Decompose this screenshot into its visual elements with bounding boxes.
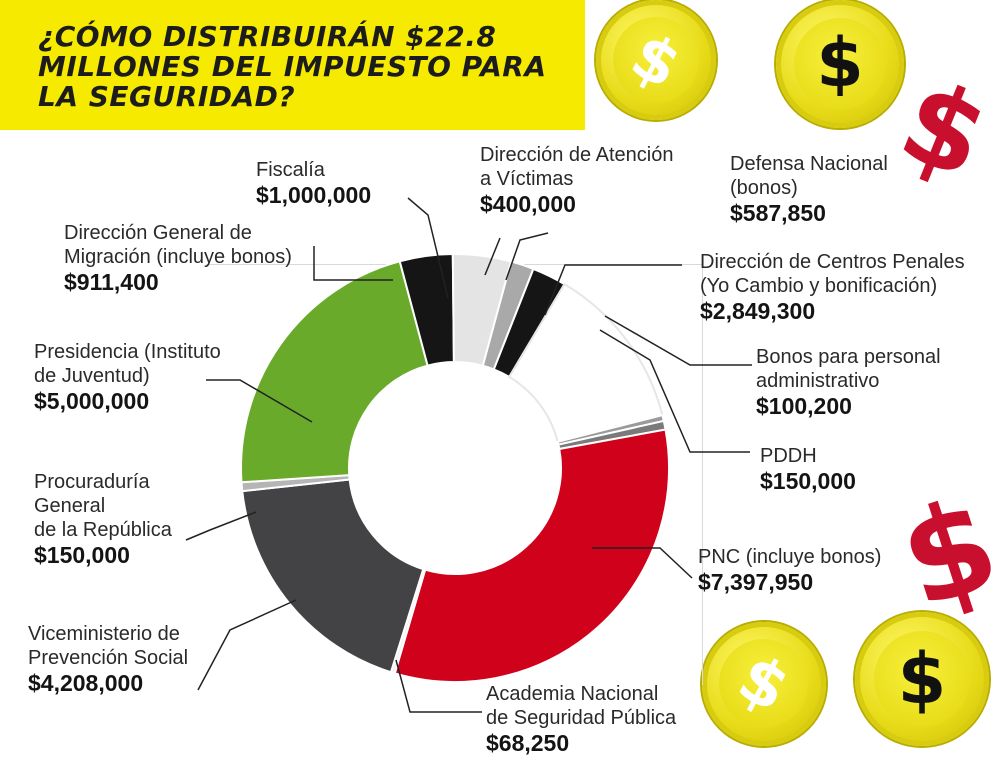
- slice-name: Dirección de Atención a Víctimas: [480, 144, 674, 190]
- slice-name: Procuraduría General de la República: [34, 471, 172, 541]
- leader-line-migracion: [313, 246, 393, 281]
- slice-value: $7,397,950: [698, 569, 814, 595]
- label-pnc: PNC (incluye bonos) $7,397,950: [698, 545, 881, 596]
- label-fiscalia: Fiscalía $1,000,000: [256, 158, 371, 209]
- donut-slice-5: [393, 428, 670, 683]
- slice-value: $400,000: [480, 191, 576, 217]
- slice-value: $100,200: [756, 393, 852, 419]
- slice-name: Academia Nacional de Seguridad Pública: [486, 683, 677, 729]
- slice-value: $911,400: [64, 269, 159, 295]
- slice-name: Fiscalía: [256, 159, 325, 181]
- slice-value: $150,000: [34, 542, 130, 568]
- leader-line-victimas: [484, 237, 501, 276]
- slice-name: PDDH: [760, 445, 817, 467]
- leader-line-viceministerio: [197, 599, 297, 691]
- slice-name: PNC (incluye bonos): [698, 546, 882, 568]
- label-academia: Academia Nacional de Seguridad Pública $…: [486, 682, 676, 757]
- donut-slice-9: [240, 260, 429, 484]
- slice-name: Defensa Nacional (bonos): [730, 153, 888, 199]
- label-pddh: PDDH $150,000: [760, 444, 856, 495]
- gold-coin-black-dollar-icon: $: [776, 0, 904, 128]
- slice-name: Viceministerio de Prevención Social: [28, 623, 189, 669]
- label-bonos: Bonos para personal administrativo $100,…: [756, 345, 941, 420]
- dollar-sign-icon: $: [873, 630, 971, 728]
- label-viceministerio: Viceministerio de Prevención Social $4,2…: [28, 622, 188, 697]
- chart-title: ¿Cómo distribuirán $22.8 millones del im…: [38, 20, 547, 113]
- gold-coin-white-dollar-icon: $: [596, 0, 716, 120]
- dollar-sign-icon: $: [793, 17, 887, 111]
- label-migracion: Dirección General de Migración (incluye …: [64, 221, 292, 296]
- slice-value: $5,000,000: [34, 388, 150, 414]
- slice-name: Dirección General de Migración (incluye …: [64, 222, 292, 268]
- slice-value: $1,000,000: [256, 182, 372, 208]
- slice-value: $68,250: [486, 730, 570, 756]
- donut-slice-7: [241, 478, 425, 674]
- leader-line-defensa: [505, 232, 549, 281]
- gold-coin-white-dollar-icon: $: [702, 622, 826, 746]
- label-defensa: Defensa Nacional (bonos) $587,850: [730, 152, 888, 227]
- label-procuraduria: Procuraduría General de la República $15…: [34, 470, 172, 569]
- leader-line-procuraduria: [185, 511, 257, 541]
- slice-name: Bonos para personal administrativo: [756, 346, 941, 392]
- leader-line-academia: [395, 659, 482, 713]
- leader-line-pddh: [599, 329, 750, 453]
- leader-line-fiscalia: [407, 197, 449, 299]
- leader-line-penales: [544, 264, 682, 316]
- slice-value: $150,000: [760, 468, 856, 494]
- slice-value: $587,850: [730, 200, 826, 226]
- slice-value: $4,208,000: [28, 670, 144, 696]
- leader-line-pnc: [592, 547, 693, 579]
- slice-value: $2,849,300: [700, 298, 816, 324]
- slice-name: Presidencia (Instituto de Juventud): [34, 341, 221, 387]
- leader-line-bonos: [604, 315, 752, 366]
- slice-name: Dirección de Centros Penales (Yo Cambio …: [700, 251, 965, 297]
- label-presidencia: Presidencia (Instituto de Juventud) $5,0…: [34, 340, 221, 415]
- label-penales: Dirección de Centros Penales (Yo Cambio …: [700, 250, 965, 325]
- gold-coin-black-dollar-icon: $: [855, 612, 989, 746]
- label-victimas: Dirección de Atención a Víctimas $400,00…: [480, 143, 673, 218]
- title-banner: ¿Cómo distribuirán $22.8 millones del im…: [0, 0, 585, 130]
- donut-slice-11: [451, 253, 513, 367]
- leader-line-presidencia: [206, 379, 313, 423]
